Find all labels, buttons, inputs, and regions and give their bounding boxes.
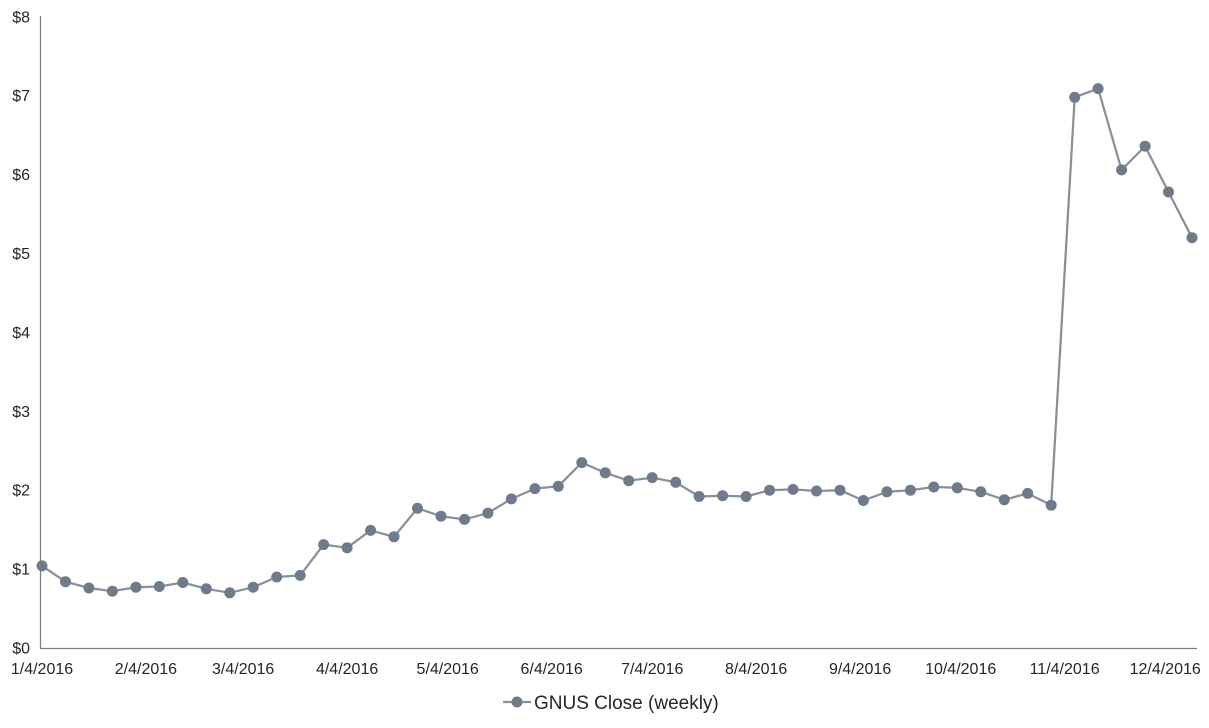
y-tick-label: $1 — [12, 562, 30, 579]
data-point — [552, 480, 564, 492]
x-tick-label: 3/4/2016 — [212, 661, 274, 678]
x-tick-label: 8/4/2016 — [725, 661, 787, 678]
data-point — [834, 484, 846, 496]
data-point — [576, 457, 588, 469]
data-point — [153, 581, 165, 592]
data-point — [787, 483, 799, 495]
data-point — [1186, 232, 1198, 244]
x-tick-label: 2/4/2016 — [115, 661, 177, 678]
data-point — [693, 491, 705, 502]
data-point — [1139, 140, 1151, 152]
x-tick-label: 7/4/2016 — [621, 661, 683, 678]
y-tick-label: $8 — [12, 9, 30, 26]
data-point — [811, 485, 822, 497]
data-point — [60, 576, 71, 588]
series-line — [41, 87, 1194, 594]
data-point — [130, 581, 142, 593]
y-tick-label: $0 — [12, 641, 30, 658]
x-tick-label: 6/4/2016 — [520, 661, 582, 678]
data-point — [529, 483, 541, 495]
data-point — [764, 484, 776, 496]
y-tick-label: $5 — [12, 246, 30, 263]
data-point — [623, 475, 635, 487]
x-tick-label: 12/4/2016 — [1130, 661, 1201, 678]
y-tick-label: $3 — [12, 404, 30, 421]
data-point — [318, 539, 330, 551]
data-point — [435, 510, 447, 522]
x-tick-label: 10/4/2016 — [925, 661, 996, 678]
x-tick-label: 11/4/2016 — [1030, 661, 1100, 678]
data-point — [505, 493, 517, 505]
data-point — [928, 481, 940, 493]
data-point — [412, 502, 423, 514]
data-point — [599, 467, 611, 479]
data-point — [388, 531, 400, 543]
data-point — [341, 542, 353, 554]
data-point — [904, 484, 916, 496]
data-point — [1069, 91, 1081, 103]
y-tick-label: $7 — [12, 88, 30, 105]
data-point — [881, 486, 893, 498]
data-point — [365, 524, 377, 536]
data-point — [998, 494, 1010, 506]
data-point — [482, 507, 494, 519]
data-point — [646, 472, 658, 484]
x-tick-label: 4/4/2016 — [316, 661, 378, 678]
x-tick-label: 9/4/2016 — [829, 661, 891, 678]
legend-label: GNUS Close (weekly) — [534, 693, 719, 714]
data-point — [177, 577, 189, 588]
data-point — [1045, 499, 1057, 511]
data-point — [247, 581, 259, 593]
y-tick-label: $2 — [12, 483, 30, 500]
data-point — [670, 476, 682, 488]
x-tick-label: 1/4/2016 — [11, 661, 73, 678]
data-point — [83, 582, 95, 594]
data-point — [271, 571, 283, 583]
data-point — [857, 495, 869, 506]
data-point — [1116, 164, 1128, 176]
y-tick-label: $4 — [12, 325, 30, 342]
data-point — [224, 587, 236, 599]
legend-marker-icon — [511, 696, 523, 708]
data-point — [200, 583, 212, 595]
data-point — [36, 560, 48, 572]
legend: GNUS Close (weekly) — [503, 693, 719, 714]
y-tick-label: $6 — [12, 167, 30, 184]
data-point — [740, 491, 752, 502]
data-point — [106, 585, 118, 597]
data-point — [294, 569, 306, 581]
data-point — [1022, 487, 1034, 499]
data-point — [459, 513, 470, 525]
data-point — [951, 482, 963, 494]
x-tick-label: 5/4/2016 — [417, 661, 479, 678]
data-point — [1092, 83, 1104, 95]
data-point — [1163, 186, 1174, 198]
data-point — [717, 490, 729, 502]
data-point — [975, 486, 987, 498]
